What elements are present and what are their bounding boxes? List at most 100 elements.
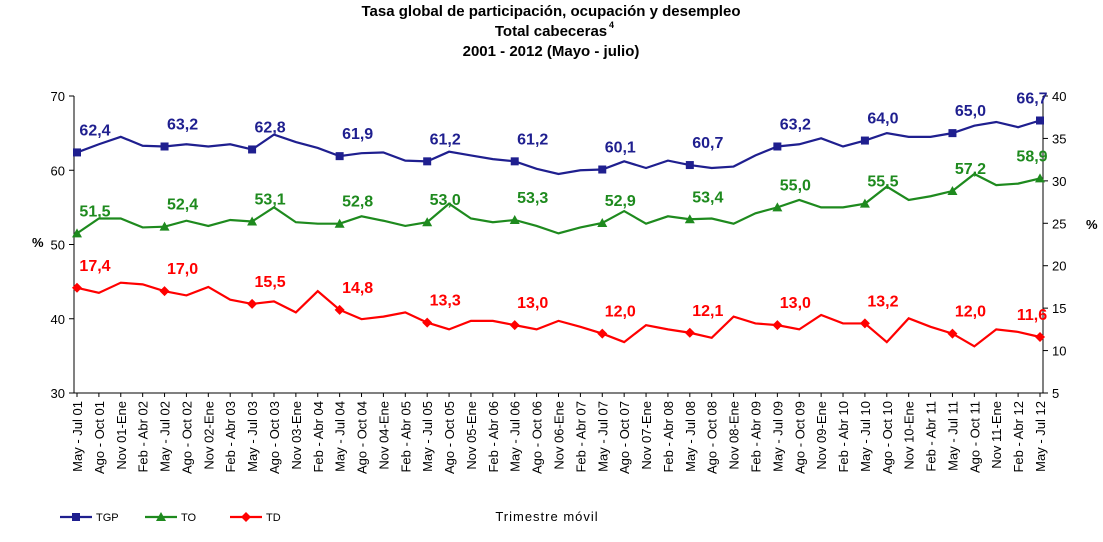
data-point: [422, 317, 433, 328]
data-label: 61,2: [430, 131, 461, 148]
data-point: [334, 218, 345, 228]
data-label: 55,0: [780, 177, 811, 194]
y-tick-label: 40: [51, 312, 65, 327]
x-tick-label: Nov 01-Ene: [114, 401, 129, 470]
x-tick-label: Feb - Abr 10: [836, 401, 851, 473]
x-tick-label: Feb - Abr 09: [748, 401, 763, 473]
y2-tick-label: 40: [1052, 89, 1066, 104]
x-tick-label: May - Jul 12: [1033, 401, 1048, 472]
chart-title: Tasa global de participación, ocupación …: [362, 3, 741, 20]
data-label: 64,0: [867, 111, 898, 128]
x-tick-label: May - Jul 03: [245, 401, 260, 472]
legend-marker: [241, 512, 251, 522]
data-point: [947, 328, 958, 339]
x-tick-label: Ago - Oct 05: [442, 401, 457, 474]
data-point: [859, 318, 870, 329]
data-point: [598, 165, 607, 174]
x-tick-label: Ago - Oct 01: [92, 401, 107, 474]
data-point: [423, 157, 432, 166]
data-label: 53,4: [692, 189, 723, 206]
y-tick-label: 70: [51, 89, 65, 104]
x-tick-label: Ago - Oct 07: [617, 401, 632, 474]
data-point: [159, 221, 170, 231]
x-tick-label: Ago - Oct 11: [967, 401, 982, 473]
x-tick-label: Feb - Abr 06: [486, 401, 501, 473]
x-tick-label: Nov 07-Ene: [639, 401, 654, 470]
data-point: [684, 327, 695, 338]
data-point: [248, 145, 257, 154]
data-label: 53,3: [517, 190, 548, 207]
data-label: 12,0: [605, 304, 636, 321]
data-point: [947, 186, 958, 196]
data-point: [72, 282, 82, 293]
data-label: 62,4: [79, 122, 110, 139]
series-line: [76, 119, 1041, 176]
data-label: 60,7: [692, 135, 723, 152]
data-point: [335, 152, 344, 161]
data-label: 55,5: [867, 174, 898, 191]
x-tick-label: Nov 02-Ene: [201, 401, 216, 470]
legend-label: TO: [181, 512, 197, 524]
x-tick-label: Ago - Oct 02: [179, 401, 194, 474]
x-tick-label: Nov 11-Ene: [989, 401, 1004, 469]
y-tick-label: 50: [51, 238, 65, 253]
x-tick-label: Nov 10-Ene: [902, 401, 917, 470]
x-tick-label: Ago - Oct 09: [792, 401, 807, 474]
data-label: 60,1: [605, 140, 636, 157]
data-label: 52,9: [605, 193, 636, 210]
data-label: 53,1: [255, 191, 286, 208]
data-point: [684, 214, 695, 224]
y2-tick-label: 35: [1052, 131, 1066, 146]
y2-tick-label: 20: [1052, 259, 1066, 274]
data-point: [160, 142, 169, 151]
data-label: 13,0: [780, 295, 811, 312]
legend-marker: [156, 512, 166, 521]
y2-tick-label: 15: [1052, 301, 1066, 316]
data-point: [860, 136, 869, 145]
data-point: [159, 286, 170, 297]
legend-label: TD: [266, 512, 281, 524]
x-tick-label: May - Jul 05: [420, 401, 435, 472]
x-tick-label: Feb - Abr 02: [136, 401, 151, 473]
data-label: 17,0: [167, 261, 198, 278]
x-tick-label: Ago - Oct 03: [267, 401, 282, 474]
x-tick-label: May - Jul 11: [945, 401, 960, 471]
data-point: [334, 304, 345, 315]
x-tick-label: Ago - Oct 06: [530, 401, 545, 474]
x-tick-label: Nov 03-Ene: [289, 401, 304, 470]
x-tick-label: May - Jul 08: [683, 401, 698, 472]
x-tick-label: Feb - Abr 05: [398, 401, 413, 473]
x-tick-label: Nov 08-Ene: [727, 401, 742, 470]
data-label: 13,0: [517, 295, 548, 312]
y2-tick-label: 25: [1052, 216, 1066, 231]
data-label: 52,4: [167, 197, 198, 214]
series-line: [76, 172, 1041, 235]
y-tick-label: 60: [51, 163, 65, 178]
x-tick-label: May - Jul 02: [158, 401, 173, 472]
data-point: [948, 129, 957, 138]
y-tick-label: 30: [51, 386, 65, 401]
x-axis-label: Trimestre móvil: [495, 509, 598, 524]
data-point: [72, 228, 82, 238]
x-tick-label: May - Jul 07: [595, 401, 610, 472]
x-tick-label: May - Jul 06: [508, 401, 523, 472]
x-tick-label: Ago - Oct 04: [355, 401, 370, 474]
data-point: [247, 216, 258, 226]
data-point: [597, 217, 608, 227]
data-label: 65,0: [955, 103, 986, 120]
data-label: 17,4: [79, 258, 110, 275]
data-point: [73, 148, 81, 157]
x-tick-label: Ago - Oct 08: [705, 401, 720, 474]
data-label: 58,9: [1016, 148, 1047, 165]
data-label: 63,2: [780, 116, 811, 133]
x-tick-label: May - Jul 04: [333, 401, 348, 472]
x-tick-label: Feb - Abr 04: [311, 401, 326, 473]
data-point: [1036, 116, 1044, 125]
data-point: [1035, 173, 1045, 183]
x-tick-label: Feb - Abr 03: [223, 401, 238, 473]
legend-marker: [72, 513, 80, 521]
y2-axis-label: %: [1086, 217, 1098, 232]
chart-period: 2001 - 2012 (Mayo - julio): [463, 43, 640, 60]
chart-subtitle: Total cabeceras: [495, 23, 607, 40]
data-point: [510, 157, 519, 166]
